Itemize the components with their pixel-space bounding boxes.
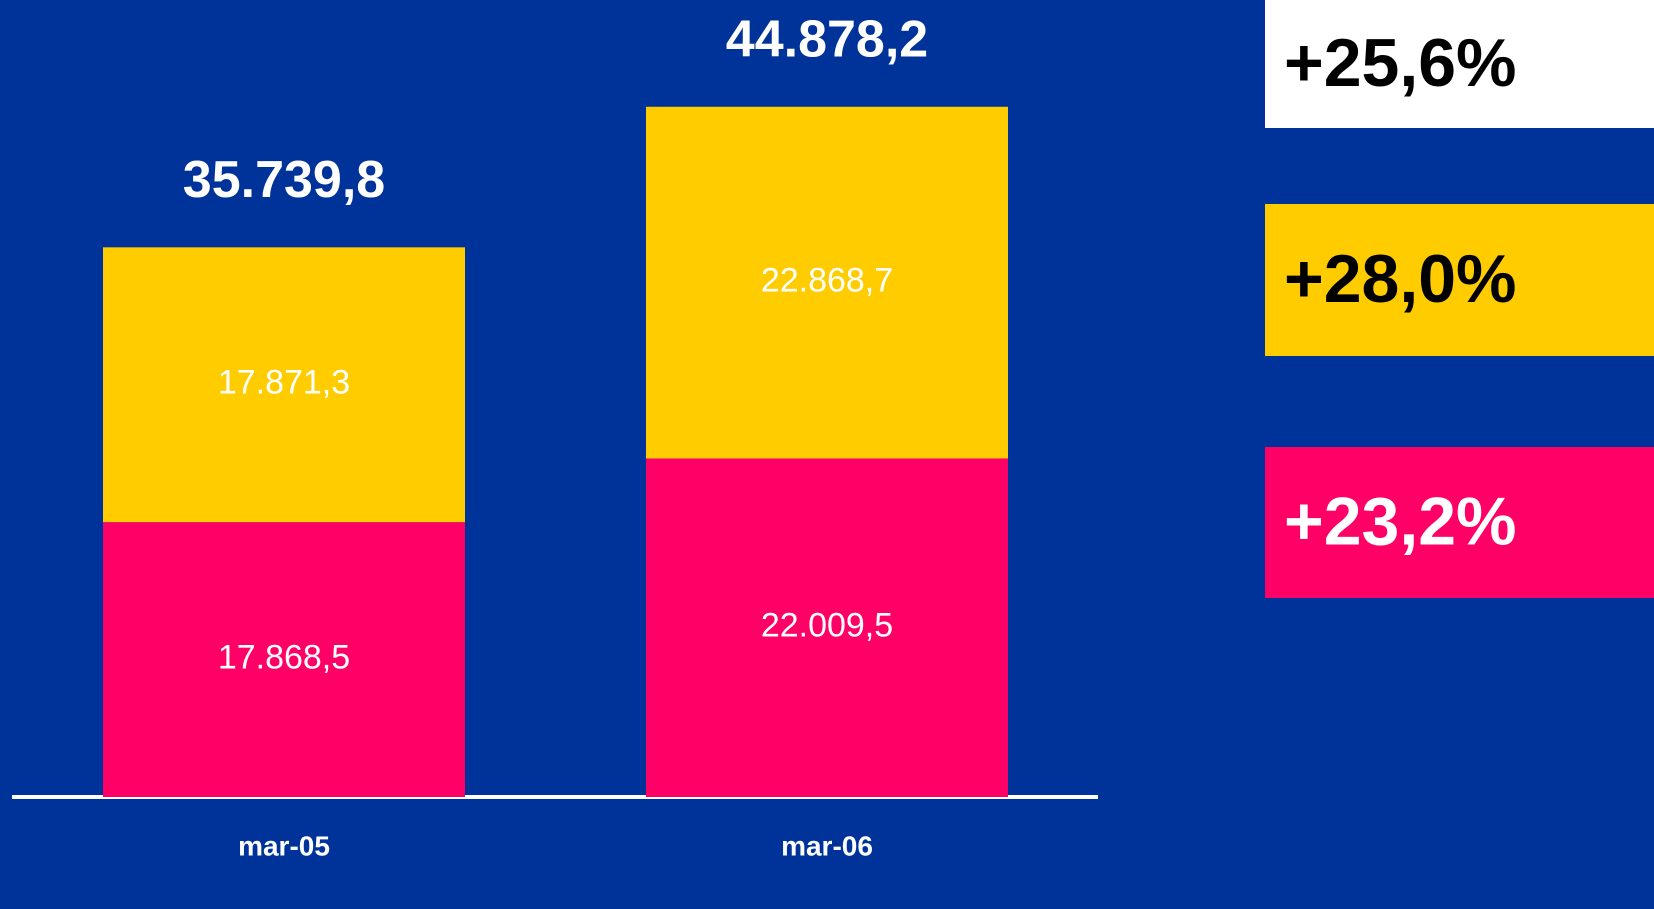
growth-box [1265,204,1654,356]
growth-box [1265,447,1654,598]
growth-label: +23,2% [1284,483,1517,559]
growth-box [1265,0,1654,128]
total-label: 44.878,2 [726,11,928,69]
value-label: 17.871,3 [218,364,350,402]
bar-segment [646,106,1008,459]
bar-segment [103,522,465,797]
value-label: 22.009,5 [761,607,893,645]
bar-segment [103,247,465,523]
growth-label: +25,6% [1284,25,1517,101]
value-label: 22.868,7 [761,262,893,300]
x-tick-label: mar-06 [781,830,873,861]
x-tick-label: mar-05 [238,830,330,861]
growth-label: +28,0% [1284,241,1517,317]
value-label: 17.868,5 [218,639,350,677]
bar-segment [646,458,1008,797]
total-label: 35.739,8 [183,151,385,209]
